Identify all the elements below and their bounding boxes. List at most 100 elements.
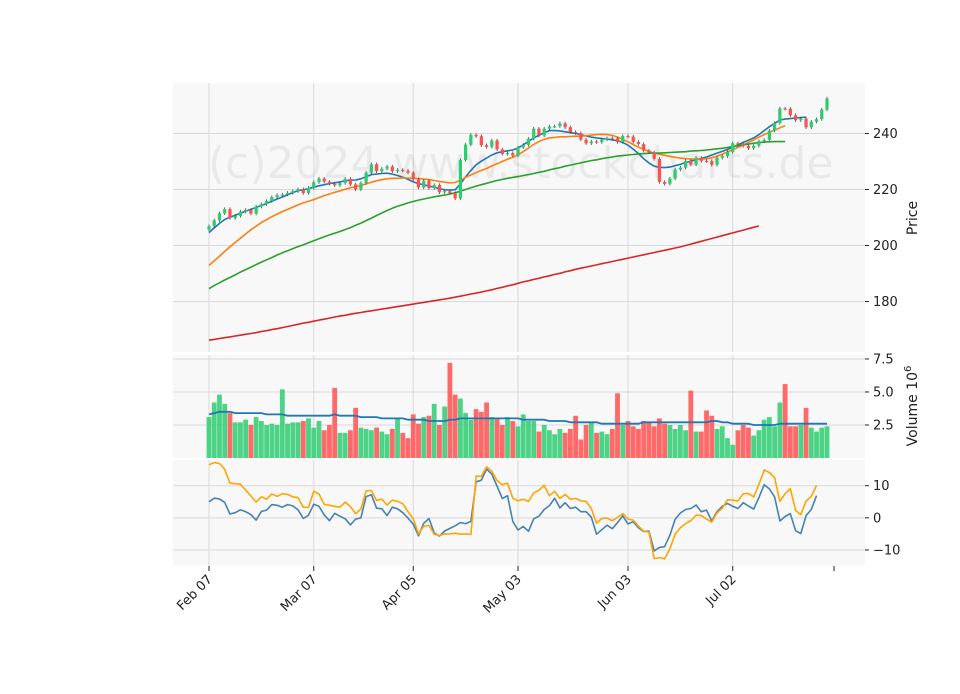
candle-body [233,215,237,219]
candle-body [584,139,588,144]
volume-bar [756,430,762,458]
volume-bar [824,426,830,458]
oscillator-panel: −10 0 10 [173,460,900,566]
volume-bar [295,422,301,458]
candle-body [338,183,342,186]
volume-bar [321,430,327,458]
candle-body [715,157,719,165]
volume-bar [206,417,212,458]
volume-ytick-label: 7.5 [873,352,894,367]
candle-body [762,139,766,142]
candle-body [589,141,593,144]
candle-body [275,195,279,198]
volume-bar [311,427,317,458]
x-tick-label: Jul 02 [703,572,740,609]
candle-body [767,130,772,140]
candle-body [505,153,510,155]
candle-body [799,118,803,121]
volume-bar [426,415,432,458]
candle-body [333,183,337,186]
candle-body [537,128,541,136]
volume-bar [374,427,380,458]
volume-bar [389,428,395,458]
candle-body [448,191,452,194]
volume-bar [599,431,605,458]
moving-average-line-3 [208,140,786,290]
volume-bar [609,428,615,458]
volume-bar [526,421,531,458]
volume-bar [578,439,584,458]
volume-average-line [208,410,827,426]
candle-body [731,143,735,152]
volume-bar [562,432,568,458]
volume-bar [620,424,626,458]
volume-bar [327,424,332,458]
candle-body [699,157,703,161]
volume-bar [274,424,280,458]
volume-bar [573,415,579,458]
volume-bar [594,432,599,458]
volume-bar [651,426,657,458]
volume-bar [499,424,505,458]
volume-bar [782,384,788,458]
volume-bar [494,418,500,458]
price-axis-label: Price [905,201,921,235]
volume-bar [698,431,704,458]
volume-bar [463,413,469,458]
volume-bar [447,362,453,458]
candle-body [710,161,714,165]
volume-bar [484,402,489,458]
volume-bar [761,419,767,458]
candle-body [511,153,515,156]
candle-body [778,108,782,124]
volume-bar [735,430,741,458]
candle-body [516,147,520,156]
candle-body [212,220,216,227]
candle-body [631,136,635,142]
volume-bar [505,417,510,458]
candle-body [327,181,332,184]
volume-bar [630,426,636,458]
volume-bar [541,424,547,458]
volume-bar [285,423,290,458]
volume-bar [211,402,217,458]
volume-bar [232,422,238,458]
candle-body [228,209,232,219]
candle-body [244,209,248,212]
volume-bar [269,423,275,458]
volume-bar [421,417,427,458]
candle-body [820,109,824,120]
volume-bar [677,424,683,458]
candle-body [416,179,421,188]
candle-body [422,180,426,188]
candle-body [610,138,614,140]
volume-bar [452,394,458,458]
candle-body [390,166,394,172]
candle-body [542,128,546,136]
volume-bar [777,402,783,458]
candle-body [773,123,777,131]
candle-body [547,126,552,129]
candle-body [254,206,258,214]
volume-bar [347,430,353,458]
oscillator-ytick-label: −10 [873,543,900,558]
candle-body [348,178,353,185]
candle-body [285,192,290,195]
candle-body [683,160,688,168]
candle-body [427,180,431,189]
candle-body [411,172,415,180]
candle-body [500,149,504,154]
volume-bar [227,413,233,458]
candle-body [385,166,389,169]
x-tick-label: Jun 03 [595,572,635,612]
candle-body [317,178,321,183]
volume-bar [248,424,254,458]
candle-body [752,145,756,149]
volume-panel: 2.5 5.0 7.5 Volume 106 [173,352,921,458]
volume-bar [641,421,647,458]
volume-bar [688,390,694,458]
candle-body [474,134,478,137]
candle-body [663,181,667,184]
volume-bar [719,426,725,458]
candle-body [264,200,269,205]
